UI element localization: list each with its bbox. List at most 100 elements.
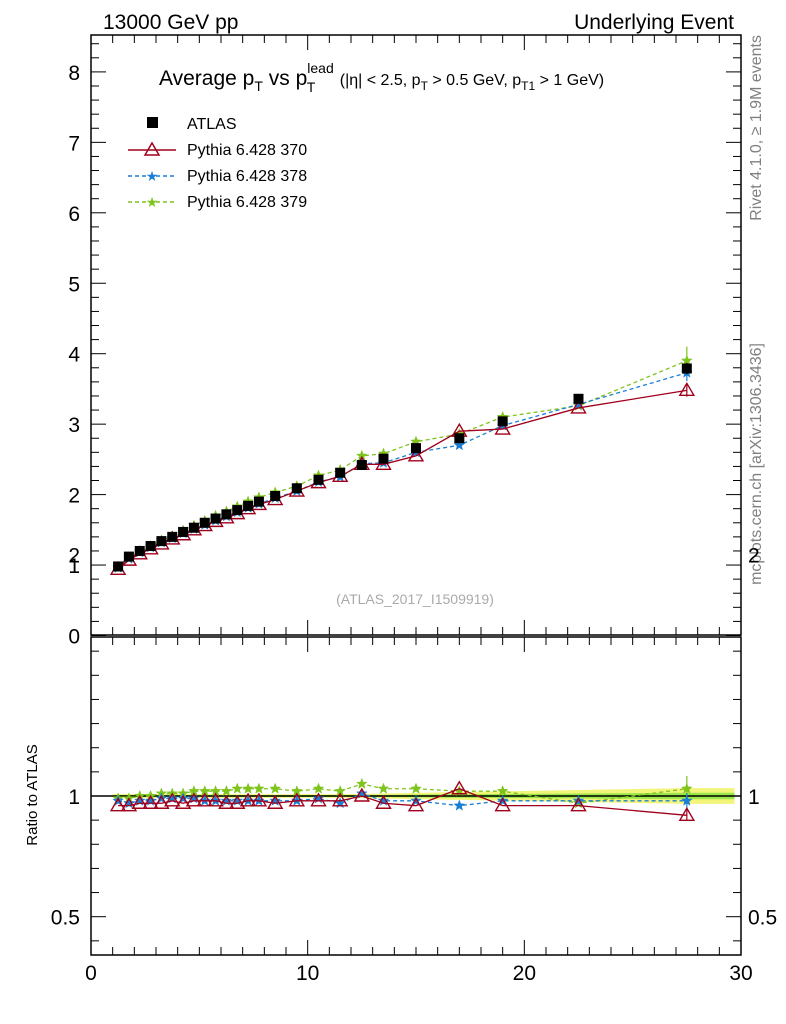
ratio-point-p379 [220, 784, 233, 797]
ratio-point-p370 [250, 792, 268, 807]
data-point-atlas [335, 467, 346, 478]
ratio-point-p370 [120, 797, 138, 812]
ratio-point-p379 [269, 782, 282, 794]
data-point-atlas [454, 433, 465, 444]
analysis-watermark: (ATLAS_2017_I1509919) [336, 591, 494, 607]
ratio-point-p370 [375, 794, 392, 809]
title-sub: T1 [521, 79, 535, 93]
plot-title: Average pT vs plead T (|η| < 2.5, pT > 0.… [159, 60, 604, 95]
data-point-atlas [178, 526, 189, 537]
y-tick-label: 7 [68, 132, 80, 155]
ratio-point-p370 [229, 794, 246, 809]
ratio-point-p370 [174, 794, 192, 809]
x-tick-label: 0 [85, 962, 97, 985]
ratio-point-p370 [185, 792, 203, 807]
mcplots-label: mcplots.cern.ch [arXiv:1306.3436] [748, 343, 765, 585]
ratio-point-p370 [266, 794, 284, 809]
data-point-p378 [453, 439, 466, 451]
data-point-atlas [243, 500, 254, 511]
data-point-atlas [573, 393, 584, 404]
ratio-point-p370 [131, 794, 148, 809]
ratio-y-tick-label: 0.5 [51, 907, 80, 930]
data-point-atlas [167, 531, 178, 542]
ratio-line-p370 [118, 788, 687, 816]
ratio-point-p379 [312, 782, 325, 794]
legend-marker-379: ★ [146, 194, 159, 210]
title-part: Average p [159, 67, 254, 90]
legend-label-atlas: ATLAS [187, 116, 237, 133]
legend-marker-370 [143, 141, 161, 156]
data-point-atlas [313, 474, 324, 485]
legend-marker-atlas [147, 117, 158, 128]
ratio-point-p379 [410, 782, 422, 794]
ratio-point-p379 [355, 777, 368, 789]
data-point-atlas [210, 513, 221, 524]
data-point-p370 [570, 399, 587, 414]
ratio-point-p370 [451, 780, 468, 795]
ratio-point-p370 [109, 797, 127, 812]
ratio-point-p379 [496, 784, 509, 797]
data-point-atlas [188, 522, 199, 533]
y-tick-label: 0 [68, 626, 80, 649]
ratio-point-p378 [112, 794, 124, 806]
legend-label-378: Pythia 6.428 378 [187, 168, 307, 185]
x-tick-label: 30 [729, 962, 752, 985]
data-point-p370 [678, 381, 696, 397]
title-sub: T [421, 79, 429, 93]
series-line-p378 [117, 372, 688, 569]
y-tick-label: 3 [68, 414, 80, 437]
data-point-atlas [291, 483, 302, 494]
ratio-point-p378 [410, 794, 422, 806]
title-cut: > 0.5 GeV, p [428, 72, 521, 89]
y-tick-label: 8 [68, 62, 80, 85]
data-point-atlas [411, 443, 421, 454]
data-point-atlas [145, 541, 156, 552]
ratio-point-p379 [253, 782, 265, 794]
y-tick-label: 5 [68, 273, 80, 296]
y-tick-label: 1 [68, 555, 80, 578]
data-point-atlas [134, 545, 145, 556]
data-point-atlas [378, 453, 389, 464]
x-tick-label: 10 [296, 962, 319, 985]
ratio-point-p370 [196, 792, 213, 807]
ratio-point-p370 [494, 797, 511, 812]
ratio-point-p378 [453, 799, 466, 811]
title-part: vs p [263, 67, 307, 90]
series-line-p379 [117, 360, 688, 568]
header-process: Underlying Event [574, 11, 734, 34]
data-point-atlas [681, 363, 692, 374]
ratio-y-tick-label-right: 1 [748, 786, 760, 809]
legend-label-370: Pythia 6.428 370 [187, 142, 307, 159]
ratio-point-p378 [572, 794, 585, 806]
ratio-y-tick-label: 2 [68, 545, 80, 568]
data-point-atlas [156, 536, 167, 547]
ratio-point-p379 [377, 782, 390, 794]
data-point-atlas [123, 551, 134, 562]
ratio-point-p379 [242, 782, 254, 794]
data-point-p370 [494, 420, 511, 435]
y-tick-label: 2 [68, 485, 80, 508]
data-point-atlas [113, 561, 124, 572]
data-point-atlas [253, 496, 264, 507]
ratio-point-p370 [353, 787, 371, 802]
data-point-atlas [232, 505, 243, 516]
title-cut: > 1 GeV) [535, 72, 604, 89]
ratio-point-p370 [153, 794, 170, 809]
legend-label-379: Pythia 6.428 379 [187, 194, 307, 211]
title-sub: T [307, 79, 316, 95]
ratio-point-p378 [496, 794, 509, 806]
ratio-point-p370 [678, 806, 696, 822]
title-cut: (|η| < 2.5, p [335, 72, 420, 89]
ratio-point-p370 [331, 792, 349, 807]
ratio-point-p370 [407, 797, 425, 812]
ratio-point-p370 [207, 792, 224, 807]
legend-marker-378: ★ [146, 168, 159, 184]
data-point-p370 [407, 447, 425, 462]
y-tick-label: 6 [68, 203, 80, 226]
x-tick-label: 20 [513, 962, 536, 985]
ratio-point-p378 [680, 794, 693, 806]
ratio-point-p370 [288, 792, 306, 807]
data-point-atlas [356, 460, 367, 471]
title-sup: lead [307, 60, 333, 76]
